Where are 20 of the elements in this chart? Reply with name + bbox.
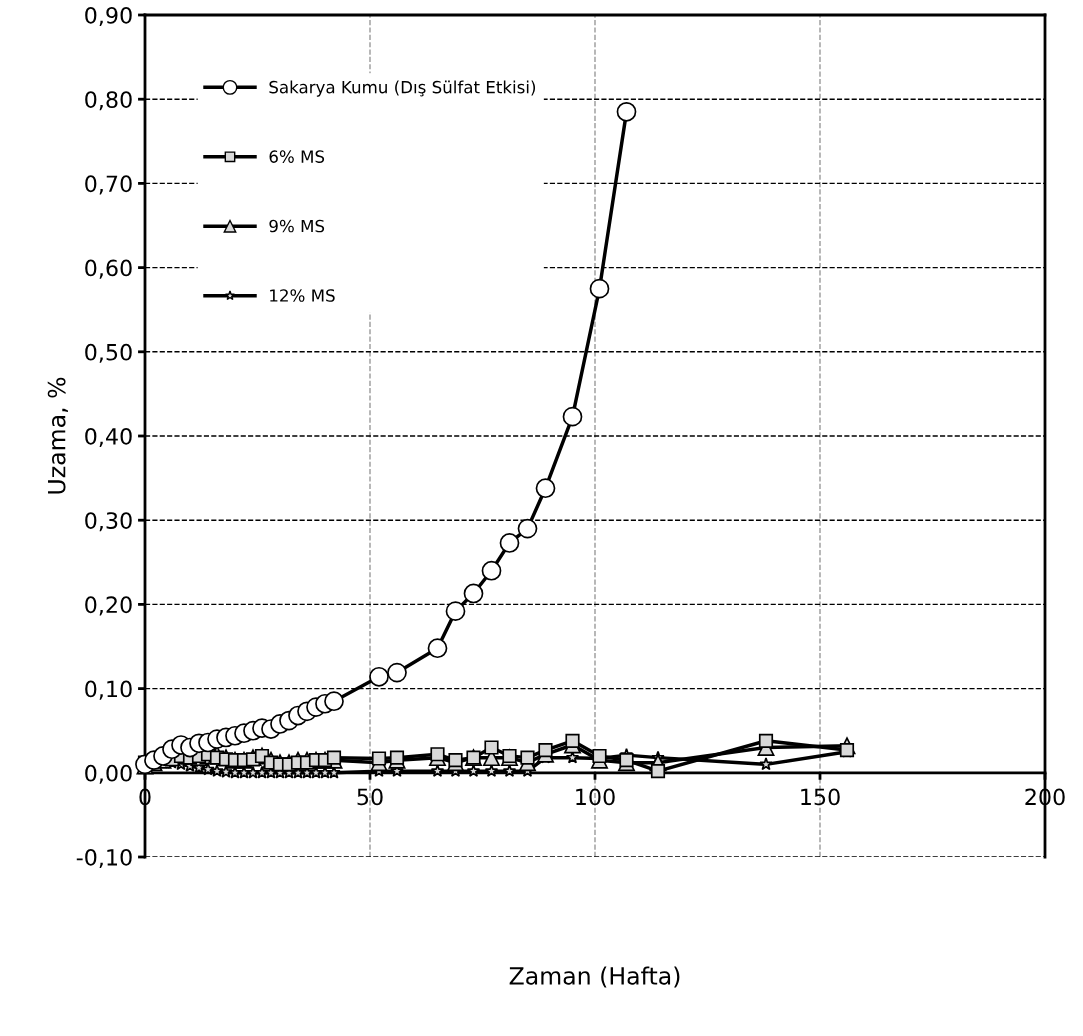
y-tick-label: 0,40 <box>85 427 132 448</box>
y-tick-label: 0,70 <box>85 175 132 195</box>
y-tick-label: 0,10 <box>85 680 132 700</box>
y-axis-title: Uzama, % <box>47 377 68 494</box>
x-tick-label: 100 <box>576 788 615 806</box>
y-tick-label: 0,80 <box>85 91 132 111</box>
y-tick-label: 0,60 <box>85 259 132 279</box>
legend-label: Sakarya Kumu (Dış Sülfat Etkisi) <box>269 80 536 97</box>
y-tick-label: -0,10 <box>76 848 132 869</box>
y-tick-label: 0,50 <box>85 343 132 363</box>
legend-label: 9% MS <box>269 219 325 233</box>
y-tick-label: 0,30 <box>85 512 132 532</box>
x-tick-label: 50 <box>357 788 383 806</box>
x-axis-title: Zaman (Hafta) <box>509 966 680 988</box>
x-tick-label: 150 <box>801 788 840 806</box>
legend-label: 12% MS <box>270 289 335 302</box>
legend-label: 6% MS <box>269 150 325 163</box>
y-tick-label: 0,90 <box>85 6 132 27</box>
y-tick-label: 0,20 <box>85 596 132 616</box>
y-tick-label: 0,00 <box>85 764 132 784</box>
